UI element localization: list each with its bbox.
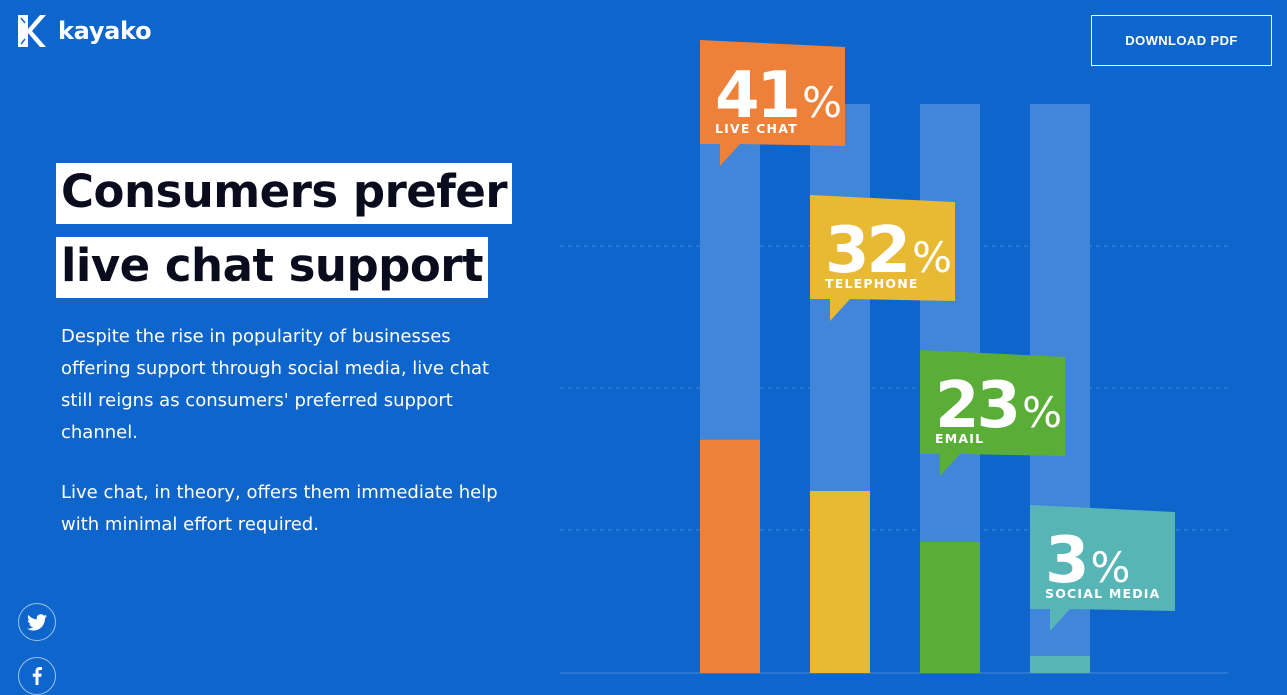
category-label-live-chat: LIVE CHAT <box>715 121 798 136</box>
category-label-email: EMAIL <box>935 431 984 446</box>
callout-email <box>920 350 1065 476</box>
bar-social-media <box>1030 655 1090 673</box>
twitter-share-button[interactable] <box>18 603 56 641</box>
facebook-icon <box>32 667 42 685</box>
page-title-line-1: Consumers prefer <box>56 163 513 224</box>
download-pdf-button[interactable]: DOWNLOAD PDF <box>1091 15 1272 66</box>
value-label-telephone: 32% <box>825 214 952 288</box>
bar-live-chat <box>700 439 760 673</box>
bar-email <box>920 542 980 673</box>
brand-logo[interactable]: kayako <box>18 15 152 47</box>
page-title-line-2: live chat support <box>56 237 488 298</box>
callout-telephone <box>810 195 955 321</box>
category-label-social-media: SOCIAL MEDIA <box>1045 586 1161 601</box>
description-paragraph-2: Live chat, in theory, offers them immedi… <box>61 482 498 535</box>
kayako-logo-icon <box>18 15 46 47</box>
value-label-live-chat: 41% <box>715 59 842 133</box>
brand-name: kayako <box>58 17 152 45</box>
value-label-social-media: 3% <box>1045 524 1130 598</box>
value-label-email: 23% <box>935 369 1062 443</box>
callout-live-chat <box>700 40 845 166</box>
callout-social-media <box>1030 505 1175 631</box>
category-label-telephone: TELEPHONE <box>825 276 919 291</box>
bar-telephone <box>810 490 870 673</box>
twitter-icon <box>27 613 47 630</box>
page-title: Consumers prefer live chat support <box>56 163 513 298</box>
description-paragraph-1: Despite the rise in popularity of busine… <box>61 326 490 443</box>
